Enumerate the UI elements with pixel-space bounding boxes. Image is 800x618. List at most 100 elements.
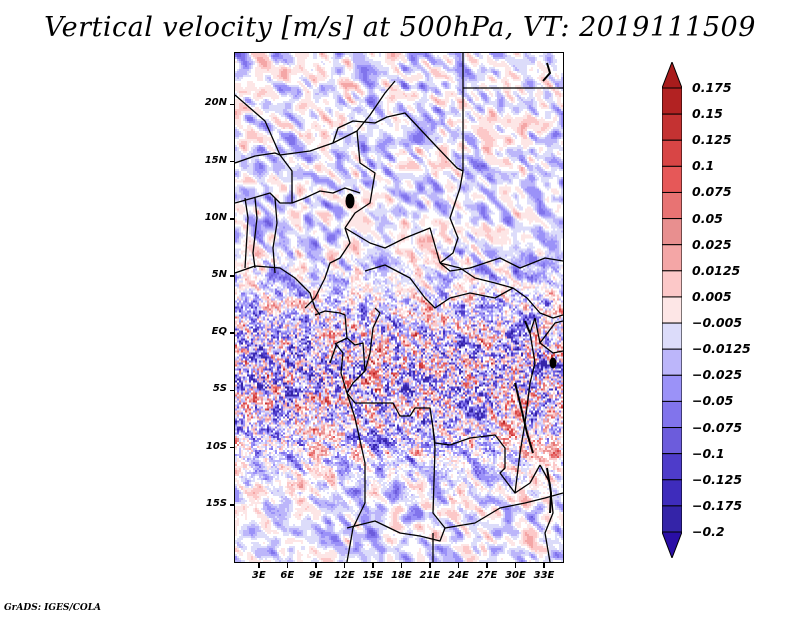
- border-algeria-niger: [235, 80, 396, 156]
- lake-malawi: [546, 467, 553, 514]
- colorbar-box: [662, 427, 682, 455]
- lake-albert: [524, 320, 531, 334]
- border-nigeria-benin: [272, 197, 278, 274]
- y-axis-tick: [230, 218, 235, 220]
- colorbar-box: [662, 218, 682, 246]
- colorbar-level-label: −0.005: [692, 315, 743, 331]
- colorbar-box: [662, 270, 682, 298]
- x-axis-label: 6E: [280, 570, 295, 581]
- border-burkina-niger: [235, 187, 361, 204]
- border-east-lakes: [534, 317, 563, 354]
- y-axis-tick: [230, 103, 235, 106]
- colorbar-level-label: 0.05: [692, 210, 723, 226]
- x-axis-label: 21E: [419, 570, 441, 581]
- y-axis-tick: [230, 389, 235, 392]
- colorbar-level-label: −0.05: [692, 393, 734, 409]
- border-togo-benin: [244, 197, 249, 269]
- y-axis-label: 5N: [211, 269, 227, 281]
- colorbar-box: [662, 191, 682, 220]
- border-congo-gabon-inner: [346, 337, 366, 372]
- y-axis-label: 15N: [204, 154, 227, 166]
- border-niger-chad: [344, 130, 376, 229]
- y-axis-tick: [230, 504, 235, 506]
- border-angola-coast: [346, 392, 366, 562]
- colorbar-level-label: −0.1: [692, 445, 725, 461]
- colorbar-level-label: 0.005: [692, 288, 732, 304]
- colorbar-level-label: 0.025: [692, 236, 732, 252]
- map-plot-area: [235, 53, 563, 562]
- y-axis-label: EQ: [211, 326, 227, 338]
- country-borders: [235, 53, 563, 562]
- x-axis-label: 15E: [362, 570, 384, 581]
- colorbar-level-label: 0.075: [692, 184, 732, 200]
- x-axis-tick: [429, 563, 431, 568]
- colorbar-max-arrow: [662, 62, 682, 89]
- y-axis-tick: [230, 446, 235, 449]
- colorbar-level-label: 0.15: [692, 106, 723, 122]
- y-axis-label: 10S: [205, 440, 227, 452]
- colorbar-level-label: −0.175: [692, 497, 743, 513]
- border-car-drc: [364, 264, 514, 309]
- y-axis-tick: [230, 332, 235, 334]
- lake-victoria: [549, 357, 557, 369]
- border-niger-libya: [332, 112, 464, 172]
- colorbar-level-label: 0.125: [692, 132, 732, 148]
- x-axis-tick: [372, 563, 374, 568]
- vertical-velocity-field: [235, 53, 563, 562]
- border-car-sudan: [439, 262, 563, 319]
- border-west-coast: [235, 265, 321, 316]
- colorbar-level-label: −0.075: [692, 419, 743, 435]
- x-axis-label: 3E: [251, 570, 266, 581]
- colorbar-min-arrow: [662, 531, 682, 558]
- y-axis-label: 15S: [205, 497, 227, 509]
- border-sudan-ssudan: [439, 257, 563, 272]
- y-axis-tick: [230, 160, 235, 163]
- x-axis-label: 9E: [308, 570, 323, 581]
- border-zambia-zim: [444, 492, 563, 529]
- border-angola-zambia: [432, 427, 446, 529]
- border-tanzania-drc: [514, 317, 536, 494]
- plot-title: Vertical velocity [m/s] at 500hPa, VT: 2…: [44, 12, 756, 43]
- colorbar: [662, 62, 682, 558]
- x-axis-tick: [343, 563, 346, 568]
- colorbar-level-label: 0.0125: [692, 262, 741, 278]
- colorbar-box: [662, 113, 682, 141]
- colorbar-box: [662, 165, 682, 193]
- x-axis-tick: [486, 563, 488, 568]
- y-axis-tick: [230, 275, 235, 277]
- lake-tanganyika: [514, 382, 534, 454]
- border-cameroon-gabon: [314, 310, 348, 364]
- colorbar-box: [662, 505, 682, 533]
- colorbar-box: [662, 139, 682, 167]
- colorbar-box: [662, 400, 682, 429]
- border-nigeria-cameroon: [304, 227, 351, 309]
- border-angola-namibia: [346, 520, 446, 542]
- lake-chad: [345, 193, 355, 209]
- x-axis-label: 24E: [448, 570, 469, 581]
- x-axis-label: 30E: [505, 570, 526, 581]
- x-axis-label: 18E: [391, 570, 412, 581]
- colorbar-level-label: −0.025: [692, 367, 743, 383]
- colorbar-box: [662, 453, 682, 481]
- x-axis-tick: [514, 563, 517, 568]
- border-congo-drc: [346, 307, 381, 394]
- x-axis-tick: [258, 563, 260, 568]
- border-tanzania-moz: [539, 464, 554, 562]
- x-axis-tick: [457, 563, 460, 568]
- colorbar-level-label: −0.2: [692, 524, 725, 539]
- colorbar-box: [662, 348, 682, 376]
- x-axis-tick: [400, 563, 403, 568]
- grads-credit: GrADS: IGES/COLA: [4, 603, 102, 613]
- colorbar-box: [662, 244, 682, 272]
- x-axis-tick: [286, 563, 289, 568]
- x-axis-label: 12E: [333, 570, 355, 581]
- colorbar-level-label: 0.1: [692, 158, 715, 174]
- colorbar-level-label: −0.125: [692, 471, 743, 487]
- border-mali-niger: [235, 152, 293, 203]
- border-chad-sudan: [439, 170, 464, 264]
- y-axis-label: 10N: [204, 211, 227, 223]
- colorbar-box: [662, 87, 682, 115]
- border-uganda-kenya: [539, 320, 563, 344]
- border-gabon-congo: [334, 342, 348, 394]
- colorbar-box: [662, 322, 682, 350]
